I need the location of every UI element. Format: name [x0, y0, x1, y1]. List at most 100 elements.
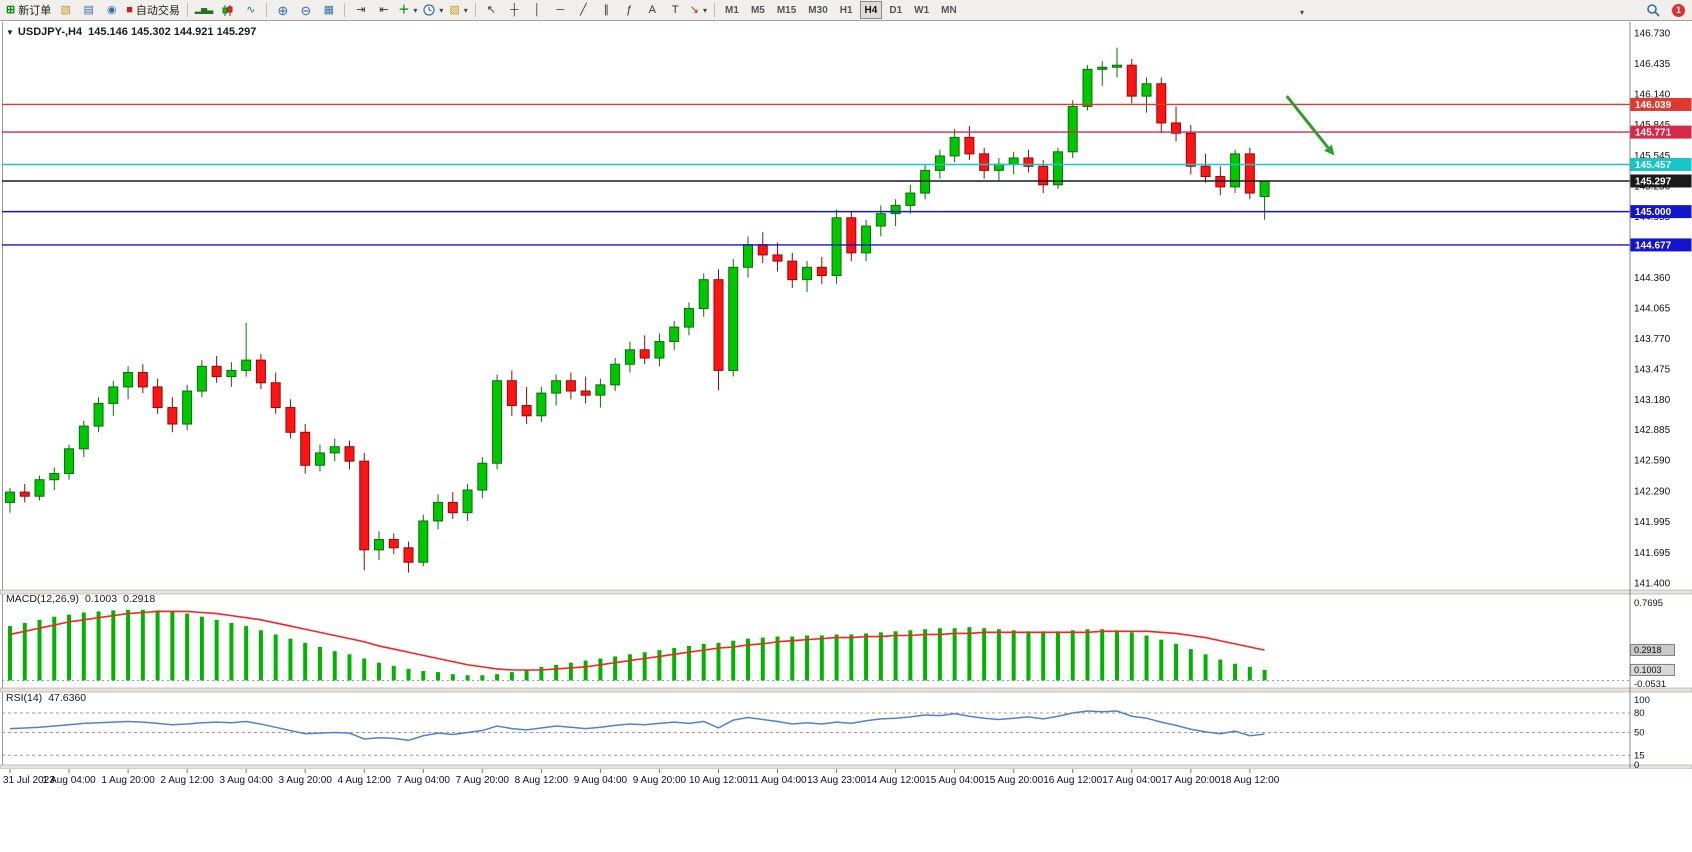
time-axis-label: 9 Aug 20:00: [633, 775, 687, 786]
chart-ohlc-values: 145.146 145.302 144.921 145.297: [88, 26, 257, 38]
panel-splitter-macd-rsi[interactable]: [0, 687, 1692, 693]
time-axis-label: 7 Aug 20:00: [456, 775, 510, 786]
timeframe-m30-button[interactable]: M30: [808, 4, 828, 16]
time-axis[interactable]: [0, 769, 1692, 793]
fibonacci-tool-button[interactable]: ƒ: [618, 0, 641, 20]
price-tick: 144.065: [1634, 304, 1671, 315]
rsi-axis-tick: 50: [1634, 728, 1645, 739]
notification-badge[interactable]: 1: [1672, 3, 1685, 17]
rsi-name: RSI(14): [6, 692, 43, 704]
text-label-tool-button[interactable]: T: [664, 0, 687, 20]
zoom-out-button[interactable]: ⊖: [294, 0, 317, 20]
timeframe-m5-button[interactable]: M5: [750, 4, 765, 16]
horizontal-line-tool-button[interactable]: ─: [549, 0, 572, 20]
macd-main-value: 0.1003: [84, 593, 118, 605]
bar-chart-button[interactable]: ▂▅▃: [192, 0, 216, 20]
price-tick: 146.435: [1634, 59, 1671, 70]
timeframe-h4-button[interactable]: H4: [859, 1, 883, 19]
horizontal-line-icon: ─: [556, 3, 565, 16]
zoom-out-icon: ⊖: [300, 2, 312, 18]
candlestick-chart-icon: [222, 4, 233, 16]
price-tick: 145.845: [1634, 120, 1671, 131]
profiles-button[interactable]: ▤: [77, 0, 100, 20]
time-axis-label: 15 Aug 20:00: [984, 775, 1043, 786]
macd-indicator-label: MACD(12,26,9) 0.1003 0.2918: [6, 593, 155, 605]
chart-background: [0, 22, 1692, 852]
rsi-value: 47.6360: [48, 692, 87, 704]
rsi-axis-tick: 0: [1634, 760, 1639, 771]
timeframe-m15-button[interactable]: M15: [776, 4, 797, 16]
line-chart-button[interactable]: ∿: [239, 0, 262, 20]
indicators-button[interactable]: ＋ ▾: [395, 0, 420, 20]
timeframe-h1-button[interactable]: H1: [839, 4, 853, 16]
cursor-tool-button[interactable]: ↖: [480, 0, 503, 20]
vertical-line-tool-button[interactable]: │: [526, 0, 549, 20]
chart-shift-button[interactable]: ⇤: [372, 0, 395, 20]
autotrading-button[interactable]: ■ 自动交易: [123, 0, 183, 20]
price-tick: 141.995: [1634, 517, 1671, 528]
time-axis-label: 3 Aug 20:00: [279, 775, 333, 786]
profiles-icon: ▤: [83, 3, 94, 16]
price-tick: 145.545: [1634, 151, 1671, 162]
text-tool-button[interactable]: A: [641, 0, 664, 20]
time-axis-label: 2 Aug 12:00: [160, 775, 214, 786]
macd-value-marker-label: 0.2918: [1634, 645, 1662, 655]
arrows-tool-button[interactable]: ↘ ▾: [687, 0, 710, 20]
timeframe-mn-button[interactable]: MN: [941, 4, 957, 16]
new-chart-button[interactable]: ▧: [54, 0, 77, 20]
time-axis-label: 10 Aug 12:00: [689, 775, 748, 786]
auto-scroll-button[interactable]: ⇥: [349, 0, 372, 20]
toolbar-overflow-button[interactable]: ▾: [1290, 2, 1313, 22]
price-tick: 142.885: [1634, 425, 1671, 436]
price-marker-label: 145.771: [1635, 128, 1672, 139]
new-order-button[interactable]: ⊞ 新订单: [3, 0, 54, 20]
community-button[interactable]: ◉: [100, 0, 123, 20]
search-button[interactable]: [1641, 0, 1664, 20]
time-axis-label: 31 Jul 2023: [3, 775, 55, 786]
chart-header: ▼ USDJPY-,H4 145.146 145.302 144.921 145.2…: [6, 26, 256, 38]
price-marker-label: 144.677: [1635, 240, 1672, 251]
new-chart-icon: ▧: [60, 3, 71, 16]
price-tick: 142.290: [1634, 487, 1671, 498]
time-axis-label: 17 Aug 20:00: [1161, 775, 1220, 786]
panel-splitter-main-macd[interactable]: [0, 589, 1692, 595]
price-tick: 141.400: [1634, 578, 1671, 589]
templates-button[interactable]: ▧ ▾: [446, 0, 470, 20]
zoom-in-button[interactable]: ⊕: [271, 0, 294, 20]
candlestick-chart-button[interactable]: [216, 0, 239, 20]
channel-tool-button[interactable]: ∥: [595, 0, 618, 20]
rsi-line: [9, 710, 1265, 742]
time-axis-label: 3 Aug 04:00: [219, 775, 273, 786]
arrows-icon: ↘: [689, 3, 700, 16]
crosshair-icon: ┼: [510, 3, 519, 16]
tile-windows-button[interactable]: ▦: [317, 0, 340, 20]
panel-splitter-rsi-timeaxis[interactable]: [0, 764, 1692, 770]
text-icon: A: [648, 3, 656, 16]
periods-button[interactable]: ▾: [420, 0, 446, 20]
line-chart-icon: ∿: [246, 3, 256, 16]
time-axis-label: 9 Aug 04:00: [574, 775, 628, 786]
autotrading-icon: ■: [126, 3, 133, 16]
macd-name: MACD(12,26,9): [6, 593, 79, 605]
toolbar-separator: [266, 3, 268, 17]
toolbar-separator: [344, 3, 346, 17]
rsi-axis-tick: 80: [1634, 708, 1645, 719]
toolbar-separator: [186, 3, 188, 17]
vertical-line-icon: │: [533, 3, 541, 16]
price-marker: [1630, 174, 1692, 188]
timeframe-w1-button[interactable]: W1: [914, 4, 930, 16]
text-label-icon: T: [671, 3, 679, 16]
price-tick: 142.590: [1634, 456, 1671, 467]
price-axis[interactable]: [1630, 22, 1692, 768]
time-axis-label: 7 Aug 04:00: [397, 775, 451, 786]
crosshair-tool-button[interactable]: ┼: [503, 0, 526, 20]
time-axis-label: 14 Aug 12:00: [866, 775, 925, 786]
toolbar: ⊞ 新订单 ▧ ▤ ◉ ■ 自动交易 ▂▅▃ ∿ ⊕ ⊖ ▦ ⇥: [0, 0, 1692, 21]
price-tick: 146.730: [1634, 29, 1671, 40]
trend-arrow-annotation[interactable]: [1285, 95, 1330, 149]
timeframe-m1-button[interactable]: M1: [725, 4, 739, 16]
timeframe-d1-button[interactable]: D1: [889, 4, 903, 16]
one-click-trading-toggle[interactable]: ▼: [6, 28, 14, 37]
trendline-tool-button[interactable]: ╱: [572, 0, 595, 20]
